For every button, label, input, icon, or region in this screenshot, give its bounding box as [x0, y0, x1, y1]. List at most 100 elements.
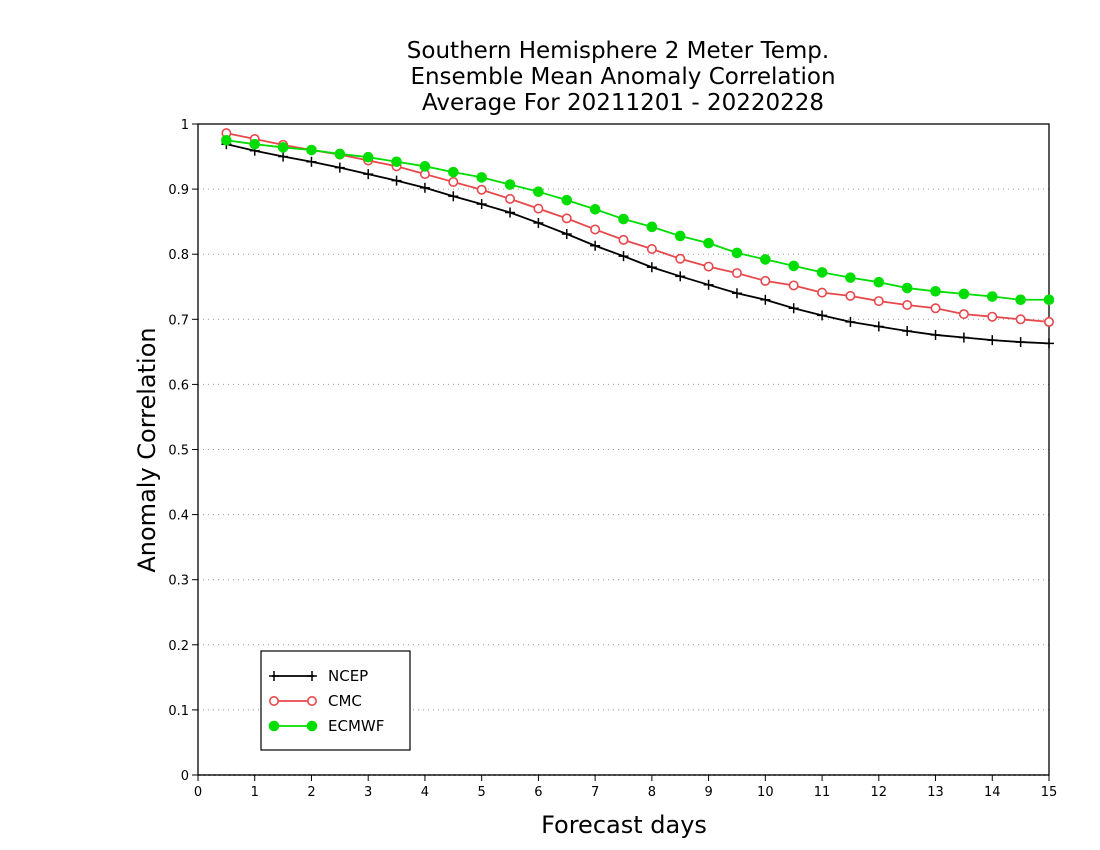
data-point-ncep: [987, 335, 998, 346]
data-point-ncep: [306, 156, 317, 167]
data-point-ecmwf: [419, 161, 431, 172]
data-point-ecmwf: [362, 151, 374, 163]
data-point-ncep: [1015, 337, 1026, 348]
chart-title: Southern Hemisphere 2 Meter Temp. Ensemb…: [407, 38, 836, 116]
x-axis-title: Forecast days: [541, 811, 707, 839]
data-point-cmc: [930, 303, 941, 314]
data-point-cmc: [902, 299, 913, 310]
y-tick-label: 0.9: [168, 183, 189, 198]
series-line-ecmwf: [226, 139, 1049, 301]
data-point-ncep: [930, 329, 941, 340]
data-point-ncep: [703, 279, 714, 290]
data-point-ecmwf: [448, 166, 459, 178]
x-tick-label: 7: [591, 785, 599, 800]
data-point-ecmwf: [845, 272, 856, 283]
data-point-cmc: [675, 253, 686, 264]
legend-item-cmc: CMC: [268, 692, 362, 710]
data-point-cmc: [703, 261, 714, 272]
data-point-ecmwf: [618, 213, 629, 225]
data-point-cmc: [533, 203, 544, 214]
data-point-ecmwf: [930, 286, 941, 297]
data-point-ecmwf: [249, 138, 261, 150]
data-point-ecmwf: [476, 172, 487, 183]
legend-marker-ecmwf: [306, 720, 318, 732]
data-point-ecmwf: [986, 291, 998, 302]
data-point-ecmwf: [788, 260, 800, 272]
data-point-ecmwf: [306, 144, 317, 156]
x-tick-label: 10: [757, 785, 774, 800]
data-point-ecmwf: [589, 203, 601, 215]
data-point-cmc: [1015, 314, 1026, 325]
data-point-cmc: [817, 287, 828, 298]
x-tick-label: 1: [251, 785, 259, 800]
data-point-ecmwf: [958, 288, 970, 300]
data-point-cmc: [788, 280, 799, 291]
y-tick-label: 0.4: [168, 509, 189, 524]
data-point-ecmwf: [504, 179, 516, 190]
x-tick-label: 4: [421, 785, 429, 800]
data-point-cmc: [1044, 316, 1055, 327]
data-point-ncep: [278, 151, 289, 162]
title-line-1: Southern Hemisphere 2 Meter Temp.: [407, 38, 829, 64]
y-tick-label: 0.2: [168, 639, 189, 654]
legend-marker-ncep: [269, 671, 279, 681]
data-point-ecmwf: [1015, 294, 1026, 306]
data-point-ncep: [561, 229, 572, 240]
series-ncep: [221, 139, 1054, 349]
data-point-cmc: [646, 243, 657, 254]
data-point-ncep: [618, 251, 629, 262]
data-point-cmc: [505, 193, 516, 204]
data-point-ecmwf: [334, 148, 346, 160]
data-point-cmc: [731, 268, 742, 279]
data-point-ecmwf: [277, 142, 289, 153]
data-point-ncep: [958, 332, 969, 343]
series-ecmwf: [221, 134, 1055, 306]
data-point-cmc: [618, 234, 629, 245]
legend: NCEP CMC ECMWF: [260, 650, 411, 751]
x-tick-label: 6: [534, 785, 542, 800]
series-line-cmc: [226, 132, 1050, 323]
legend-marker-cmc: [306, 695, 317, 706]
data-point-cmc: [845, 290, 856, 301]
data-point-ncep: [391, 175, 402, 186]
data-point-ncep: [845, 316, 856, 327]
data-point-cmc: [448, 176, 459, 187]
legend-item-ecmwf: ECMWF: [268, 717, 384, 735]
data-point-ecmwf: [1043, 294, 1055, 306]
data-point-cmc: [760, 275, 771, 286]
x-tick-label: 11: [814, 785, 831, 800]
legend-item-ncep: NCEP: [269, 667, 368, 685]
y-tick-label: 0.7: [168, 313, 189, 328]
x-tick-label: 9: [704, 785, 712, 800]
axes: 0 1 2 3 4 5 6 7 8 9 10 11 12 13 14 1500.10.20.30.40.50.…: [168, 118, 1057, 800]
data-point-ncep: [505, 207, 516, 218]
data-point-ecmwf: [561, 194, 573, 206]
data-point-cmc: [958, 309, 969, 320]
x-tick-label: 5: [478, 785, 486, 800]
legend-label-ncep: NCEP: [328, 667, 368, 685]
data-point-ecmwf: [391, 156, 402, 168]
data-point-ecmwf: [674, 230, 686, 242]
y-tick-label: 1: [181, 118, 189, 133]
data-point-ncep: [817, 310, 828, 321]
data-point-ecmwf: [901, 282, 913, 294]
data-point-ecmwf: [760, 254, 771, 265]
x-tick-label: 2: [307, 785, 315, 800]
data-point-ecmwf: [533, 186, 544, 198]
y-tick-label: 0.1: [168, 704, 189, 719]
data-point-cmc: [476, 184, 487, 195]
data-point-cmc: [561, 213, 572, 224]
data-point-cmc: [590, 224, 601, 235]
title-line-3: Average For 20211201 - 20220228: [422, 90, 824, 116]
data-point-cmc: [987, 311, 998, 322]
y-axis-title: Anomaly Correlation: [133, 327, 161, 572]
data-point-ncep: [533, 217, 544, 228]
series-layer: [221, 128, 1055, 349]
series-cmc: [221, 128, 1055, 327]
y-tick-label: 0.6: [168, 378, 189, 393]
y-tick-label: 0.8: [168, 248, 189, 263]
data-point-ecmwf: [731, 247, 743, 259]
data-point-ncep: [590, 240, 601, 251]
data-point-ncep: [419, 182, 430, 193]
x-tick-label: 14: [984, 785, 1001, 800]
